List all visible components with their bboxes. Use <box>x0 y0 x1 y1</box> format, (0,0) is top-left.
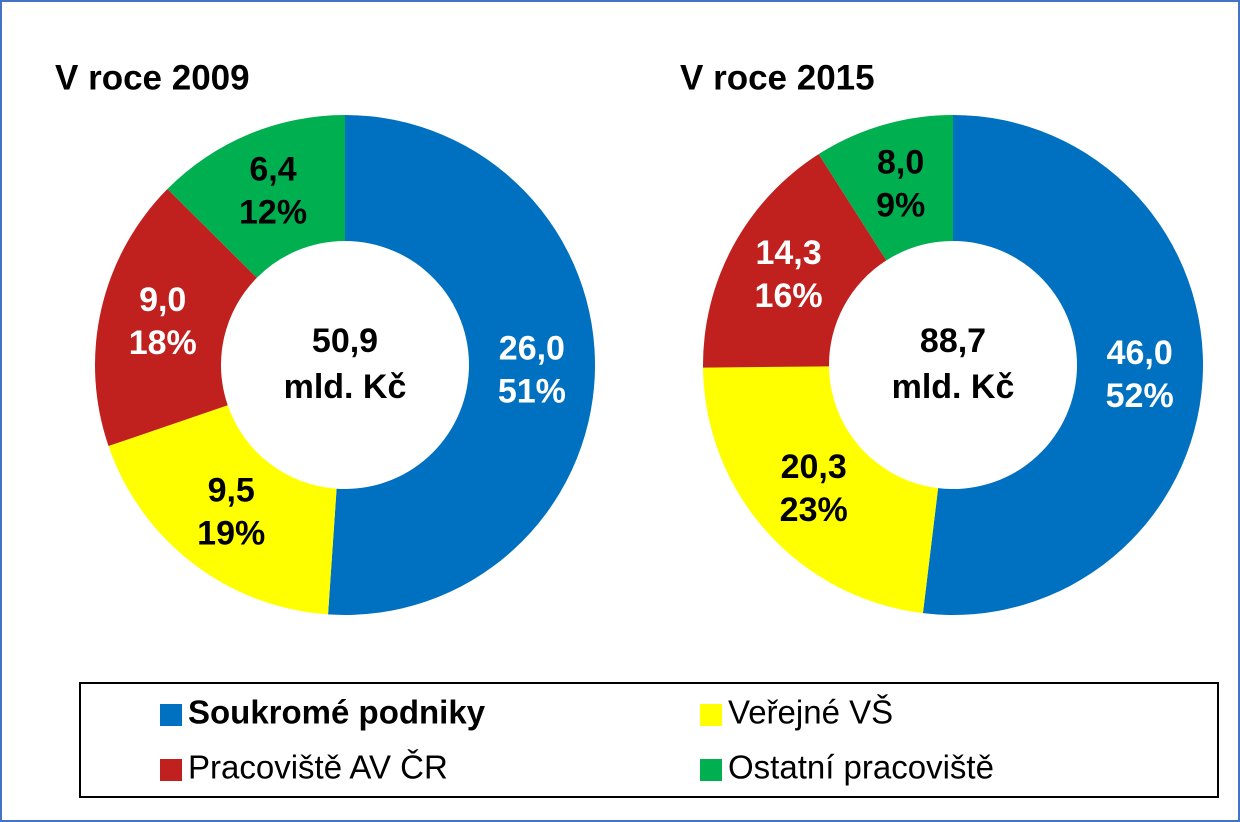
legend-swatch <box>700 759 722 781</box>
value-label: 6,4 <box>249 150 296 188</box>
total-label: 50,9 <box>312 322 378 360</box>
value-label: 20,3 <box>781 448 847 486</box>
value-label: 9,5 <box>208 471 255 509</box>
value-label: 8,0 <box>877 143 924 181</box>
legend-label: Ostatní pracoviště <box>728 749 994 786</box>
legend-swatch <box>700 704 722 726</box>
percent-label: 9% <box>876 186 925 224</box>
legend-label: Veřejné VŠ <box>728 694 893 731</box>
value-label: 14,3 <box>755 234 821 272</box>
total-label: 88,7 <box>920 322 986 360</box>
donut-slice <box>328 115 595 615</box>
legend-label: Soukromé podniky <box>188 694 486 731</box>
total-unit: mld. Kč <box>892 368 1015 406</box>
percent-label: 16% <box>755 277 823 315</box>
percent-label: 18% <box>129 324 197 362</box>
percent-label: 12% <box>239 193 307 231</box>
legend-box <box>79 682 1219 798</box>
total-unit: mld. Kč <box>284 368 407 406</box>
value-label: 9,0 <box>139 281 186 319</box>
value-label: 46,0 <box>1107 334 1173 372</box>
donut-slice <box>703 366 939 614</box>
chart-title: V roce 2009 <box>55 58 250 97</box>
percent-label: 51% <box>498 372 566 410</box>
legend-label: Pracoviště AV ČR <box>188 749 448 786</box>
legend-swatch <box>160 759 182 781</box>
donut-slice <box>703 154 887 368</box>
donut-slice <box>108 405 337 615</box>
donut-slice <box>818 115 953 261</box>
value-label: 26,0 <box>499 329 565 367</box>
donut-slice <box>922 115 1203 615</box>
legend-swatch <box>160 704 182 726</box>
percent-label: 23% <box>780 491 848 529</box>
chart-title: V roce 2015 <box>680 58 875 97</box>
donut-slice <box>95 189 257 447</box>
donut-slice <box>167 115 345 278</box>
percent-label: 19% <box>197 514 265 552</box>
percent-label: 52% <box>1106 377 1174 415</box>
